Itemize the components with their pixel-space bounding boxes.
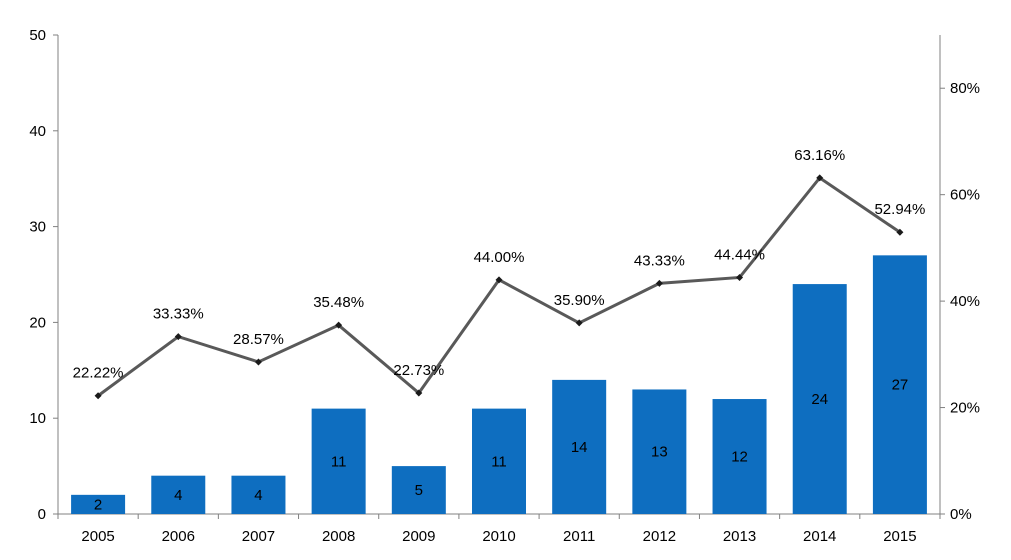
line-data-label: 33.33% xyxy=(153,306,204,323)
bar xyxy=(872,255,927,514)
line-data-label: 52.94% xyxy=(874,201,925,218)
right-tick-label: 80% xyxy=(950,80,980,97)
line-marker xyxy=(655,279,663,287)
line-marker xyxy=(94,392,102,400)
x-tick-label: 2007 xyxy=(242,528,275,545)
line-marker xyxy=(254,358,262,366)
left-tick-label: 40 xyxy=(29,123,46,140)
x-tick-label: 2008 xyxy=(322,528,355,545)
right-tick-label: 0% xyxy=(950,506,972,523)
line-data-label: 44.44% xyxy=(714,246,765,263)
left-tick-label: 20 xyxy=(29,314,46,331)
bar-data-label: 12 xyxy=(731,449,748,466)
bar-data-label: 11 xyxy=(331,453,347,470)
x-tick-label: 2005 xyxy=(81,528,114,545)
x-tick-label: 2013 xyxy=(723,528,756,545)
line-marker xyxy=(736,273,744,281)
bar xyxy=(391,466,446,514)
bar-data-label: 14 xyxy=(571,439,588,456)
right-tick-label: 40% xyxy=(950,293,980,310)
line-marker xyxy=(415,389,423,397)
left-tick-label: 50 xyxy=(29,27,46,44)
x-tick-label: 2010 xyxy=(482,528,515,545)
line-path xyxy=(97,175,901,397)
left-tick-label: 30 xyxy=(29,219,46,236)
x-tick-label: 2009 xyxy=(402,528,435,545)
bar xyxy=(632,389,687,514)
left-tick-label: 10 xyxy=(29,410,46,427)
bar xyxy=(151,475,206,514)
line-marker xyxy=(174,333,182,341)
line-series: 22.22% 33.33% 28.57% 35.48% 22.73% 44.00% 35.9… xyxy=(73,147,925,400)
bar xyxy=(311,408,366,514)
bar xyxy=(792,284,847,514)
bar-data-label: 2 xyxy=(94,496,102,513)
line-data-label: 22.73% xyxy=(393,362,444,379)
line-data-label: 35.48% xyxy=(313,294,364,311)
line-data-label: 43.33% xyxy=(634,252,685,269)
bar-data-label: 13 xyxy=(651,444,668,461)
bar-data-label: 24 xyxy=(811,391,828,408)
x-tick-label: 2015 xyxy=(883,528,916,545)
bar-data-label: 5 xyxy=(415,482,423,499)
line-data-label: 22.22% xyxy=(73,365,124,382)
bar-data-label: 11 xyxy=(491,453,507,470)
bar xyxy=(472,408,526,514)
line-data-label: 35.90% xyxy=(554,292,605,309)
line-data-label: 28.57% xyxy=(233,331,284,348)
line-data-label: 44.00% xyxy=(474,249,525,266)
x-tick-label: 2006 xyxy=(162,528,195,545)
x-tick-label: 2011 xyxy=(563,528,595,545)
left-tick-label: 0 xyxy=(38,506,46,523)
line-marker xyxy=(896,228,904,236)
bar xyxy=(71,494,126,514)
x-tick-label: 2014 xyxy=(803,528,836,545)
line-marker xyxy=(495,276,503,284)
line-marker xyxy=(335,321,343,329)
line-data-label: 63.16% xyxy=(794,147,845,164)
bar xyxy=(552,379,607,514)
axes: 0 10 20 30 40 50 0% 20% 40% 60% 80% 2005 2006 2007 200… xyxy=(29,27,980,545)
x-tick-label: 2012 xyxy=(643,528,676,545)
bar-data-label: 4 xyxy=(254,487,262,504)
line-marker xyxy=(816,174,824,182)
bar xyxy=(231,475,286,514)
bar xyxy=(712,399,767,514)
right-tick-label: 60% xyxy=(950,187,980,204)
right-tick-label: 20% xyxy=(950,400,980,417)
bar-data-label: 27 xyxy=(892,377,909,394)
bar-data-label: 4 xyxy=(174,487,182,504)
line-marker xyxy=(575,319,583,327)
